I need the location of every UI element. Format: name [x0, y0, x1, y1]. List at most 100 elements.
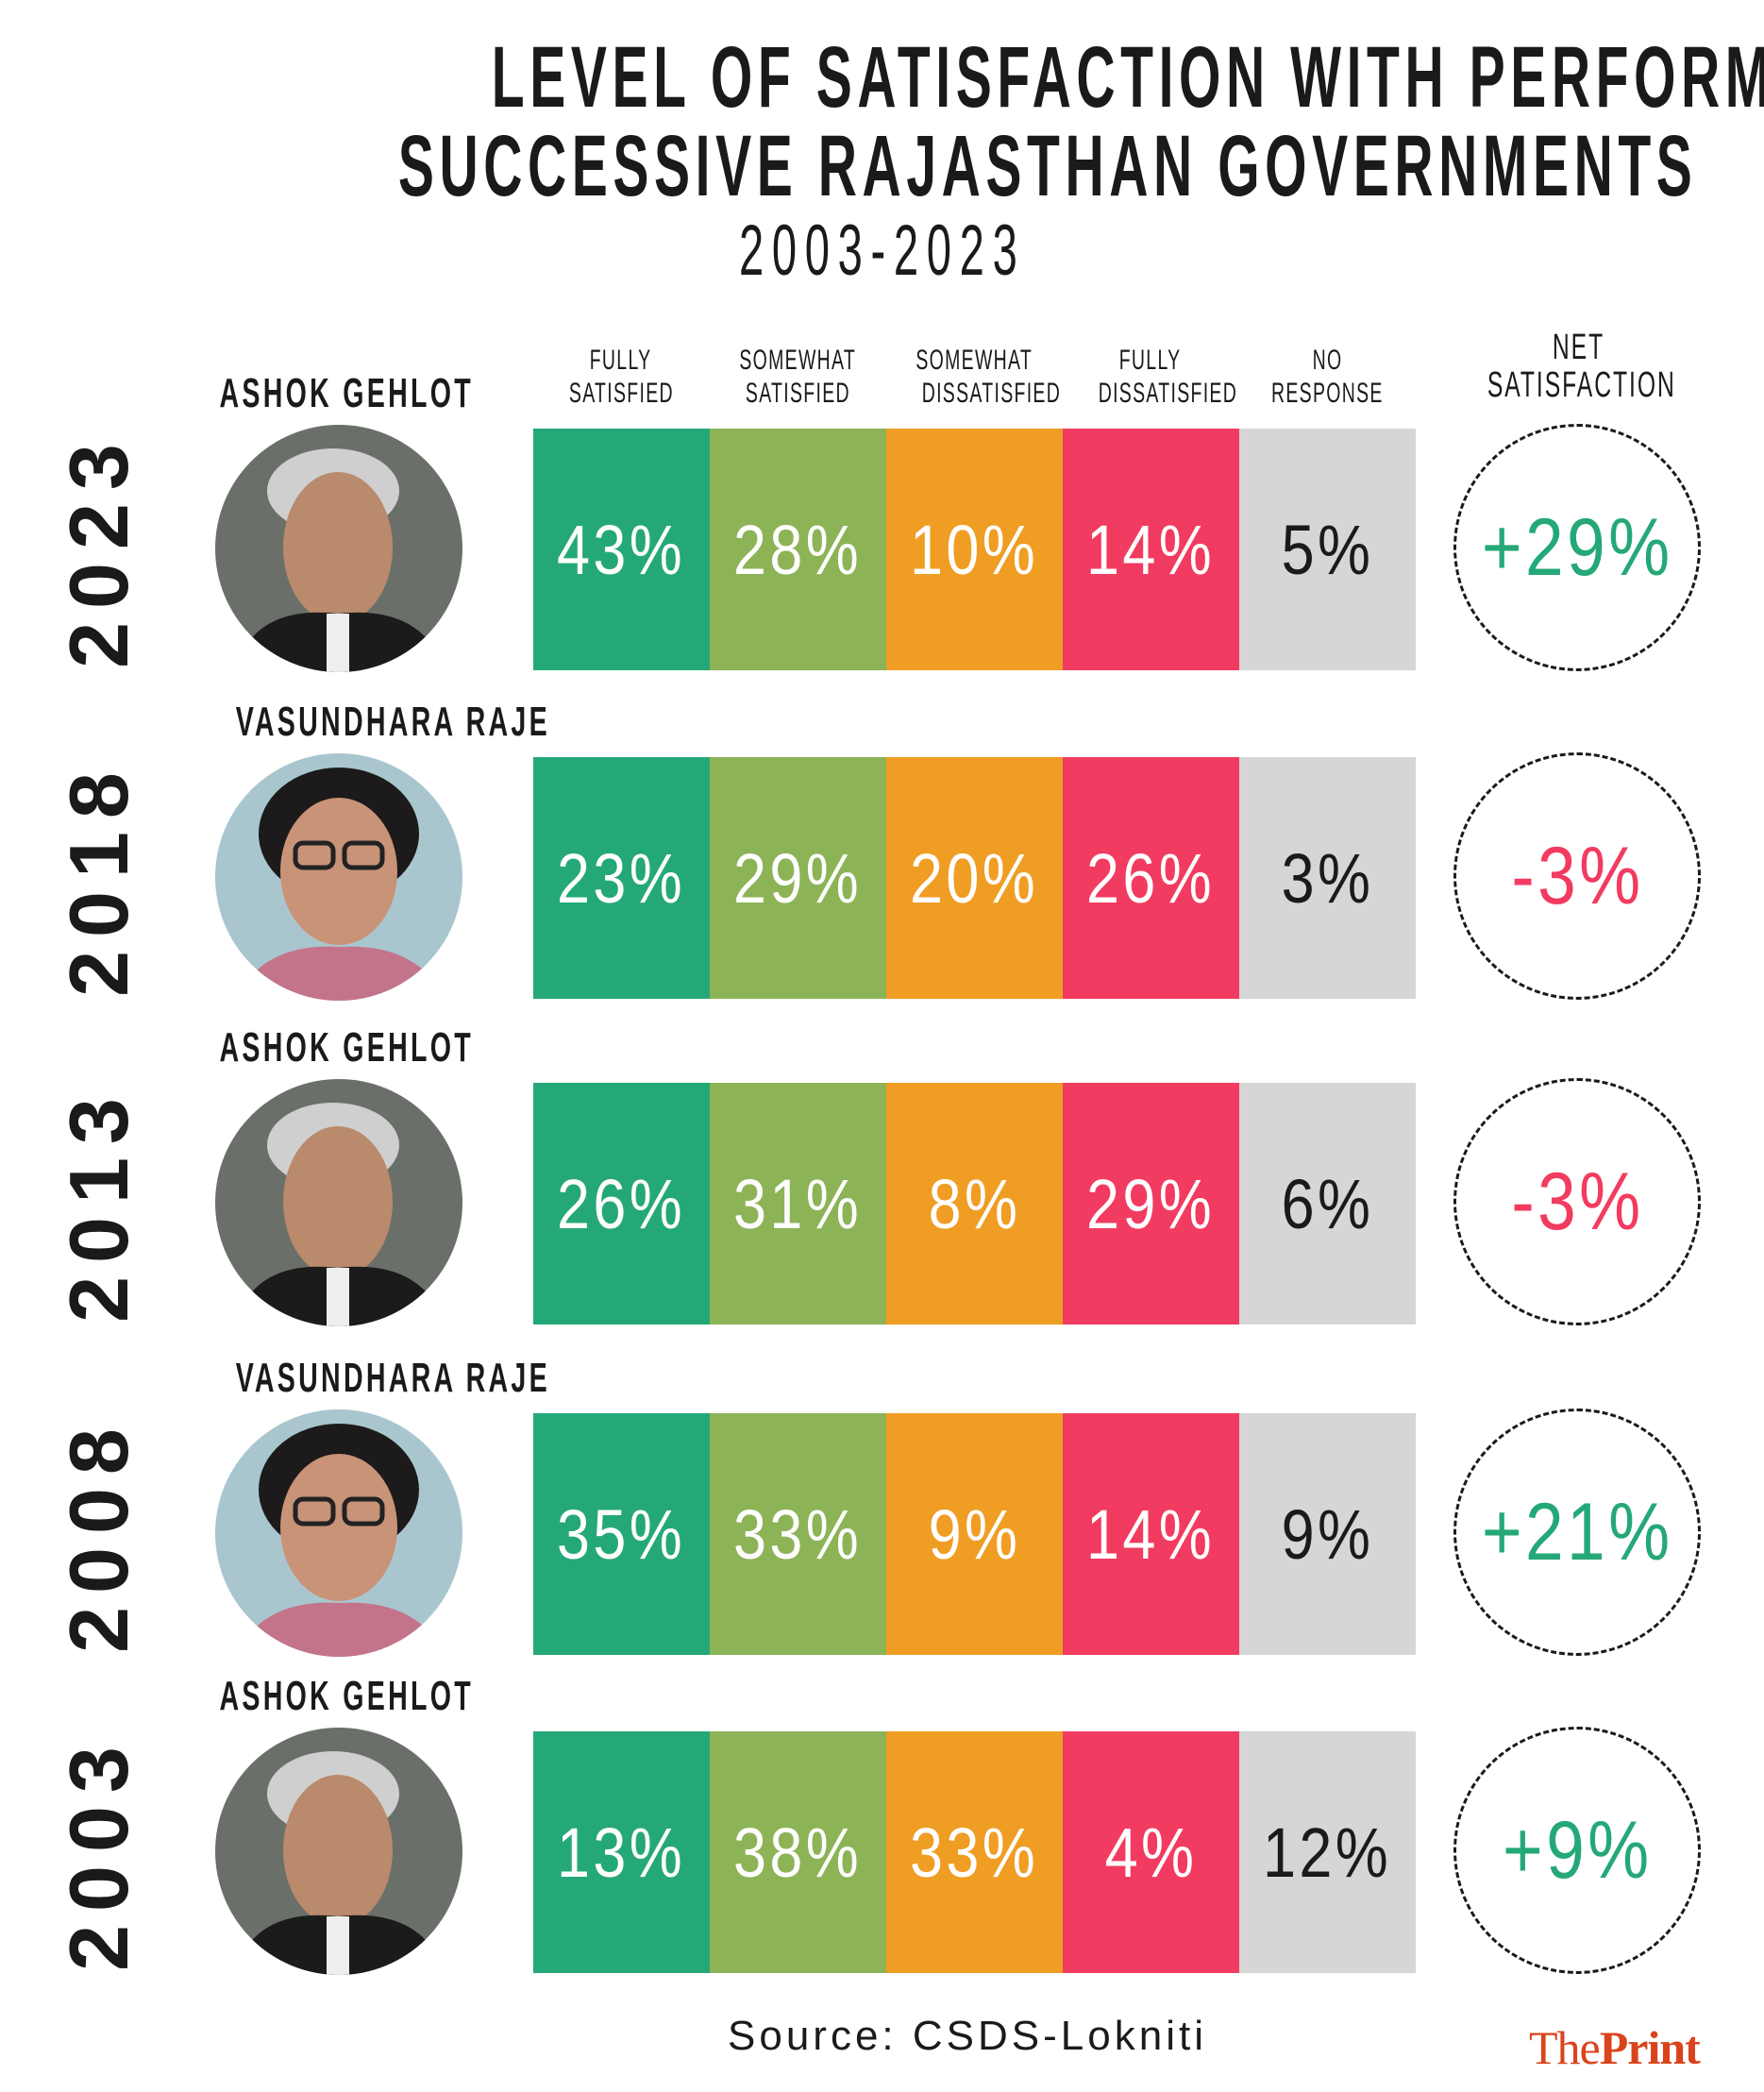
column-header-line1: SOMEWHAT [739, 345, 857, 376]
bar-segment-somewhat-dissatisfied: 33% [886, 1731, 1063, 1973]
bar-segment-fully-satisfied: 23% [533, 757, 710, 999]
bar-segment-somewhat-dissatisfied: 20% [886, 757, 1063, 999]
leader-photo [215, 753, 462, 1001]
column-header-line1: SOMEWHAT [916, 345, 1033, 376]
data-label: 9% [1281, 1494, 1374, 1574]
column-header-line2: DISSATISFIED [921, 378, 1062, 409]
leader-name-text: ASHOK GEHLOT [219, 1024, 474, 1071]
net-satisfaction-value: -3% [1510, 1156, 1644, 1247]
column-header-no-response: NO RESPONSE [1237, 344, 1417, 410]
row-2023: 2023 ASHOK GEHLOT 43% 28% 10% 14% 5% +29% [0, 370, 1764, 672]
net-satisfaction-value: +21% [1481, 1486, 1673, 1577]
row-2013: 2013 ASHOK GEHLOT 26% 31% 8% 29% 6% -3% [0, 1024, 1764, 1326]
bar-segment-somewhat-dissatisfied: 10% [886, 429, 1063, 670]
logo-the: The [1529, 2021, 1601, 2074]
net-header-line2: SATISFACTION [1487, 365, 1676, 405]
bar-segment-somewhat-satisfied: 33% [710, 1413, 886, 1655]
leader-name-text: ASHOK GEHLOT [219, 1673, 474, 1719]
bar-segment-fully-satisfied: 13% [533, 1731, 710, 1973]
data-label: 13% [557, 1813, 686, 1892]
theprint-logo: ThePrint [1529, 2020, 1701, 2075]
row-2018: 2018 VASUNDHARA RAJE 23% 29% 20% 26% 3% -3% [0, 699, 1764, 1001]
data-label: 29% [1086, 1164, 1216, 1243]
column-header-somewhat-dissatisfied: SOMEWHAT DISSATISFIED [884, 344, 1064, 410]
data-label: 23% [557, 838, 686, 918]
stacked-bar: 13% 38% 33% 4% 12% [533, 1731, 1416, 1973]
source-note: Source: CSDS-Lokniti [728, 2013, 1207, 2059]
bar-segment-somewhat-satisfied: 29% [710, 757, 886, 999]
stacked-bar: 35% 33% 9% 14% 9% [533, 1413, 1416, 1655]
data-label: 14% [1086, 1494, 1216, 1574]
leader-photo [215, 1728, 462, 1975]
column-header-fully-satisfied: FULLY SATISFIED [531, 344, 711, 410]
data-label: 14% [1086, 510, 1216, 589]
data-label: 26% [1086, 838, 1216, 918]
net-header-line1: NET [1552, 328, 1604, 367]
bar-segment-somewhat-satisfied: 38% [710, 1731, 886, 1973]
data-label: 3% [1281, 838, 1374, 918]
column-header-line2: RESPONSE [1270, 378, 1384, 409]
bar-segment-no-response: 3% [1239, 757, 1416, 999]
data-label: 10% [910, 510, 1039, 589]
net-satisfaction-circle: +21% [1453, 1409, 1701, 1656]
leader-name: VASUNDHARA RAJE [151, 1355, 547, 1402]
leader-photo [215, 1409, 462, 1657]
net-satisfaction-header: NET SATISFACTION [1436, 329, 1720, 404]
data-label: 4% [1104, 1813, 1198, 1892]
bar-segment-no-response: 6% [1239, 1083, 1416, 1324]
year-label: 2003 [52, 1733, 145, 1971]
year-label: 2013 [52, 1085, 145, 1323]
data-label: 6% [1281, 1164, 1374, 1243]
data-label: 43% [557, 510, 686, 589]
column-header-line2: SATISFIED [568, 378, 674, 409]
logo-print: Print [1599, 2021, 1701, 2074]
net-satisfaction-circle: -3% [1453, 752, 1701, 1000]
column-header-line1: FULLY [1119, 345, 1182, 376]
stacked-bar: 26% 31% 8% 29% 6% [533, 1083, 1416, 1324]
bar-segment-fully-dissatisfied: 26% [1063, 757, 1239, 999]
data-label: 38% [733, 1813, 863, 1892]
year-label: 2008 [52, 1415, 145, 1653]
leader-name: ASHOK GEHLOT [151, 1024, 529, 1071]
data-label: 31% [733, 1164, 863, 1243]
data-label: 5% [1281, 510, 1374, 589]
leader-photo [215, 425, 462, 672]
bar-segment-fully-satisfied: 26% [533, 1083, 710, 1324]
year-label: 2023 [52, 430, 145, 668]
net-satisfaction-circle: +9% [1453, 1727, 1701, 1974]
stacked-bar: 23% 29% 20% 26% 3% [533, 757, 1416, 999]
leader-name: ASHOK GEHLOT [151, 370, 529, 417]
bar-segment-fully-dissatisfied: 29% [1063, 1083, 1239, 1324]
bar-segment-no-response: 9% [1239, 1413, 1416, 1655]
column-header-line2: DISSATISFIED [1098, 378, 1238, 409]
data-label: 26% [557, 1164, 686, 1243]
bar-segment-fully-satisfied: 43% [533, 429, 710, 670]
title-line-1: LEVEL OF SATISFACTION WITH PERFORMANCES … [0, 28, 1764, 127]
data-label: 9% [928, 1494, 1021, 1574]
net-satisfaction-value: -3% [1510, 830, 1644, 921]
year-label: 2018 [52, 759, 145, 997]
leader-name-text: ASHOK GEHLOT [219, 370, 474, 416]
bar-segment-somewhat-dissatisfied: 8% [886, 1083, 1063, 1324]
data-label: 35% [557, 1494, 686, 1574]
leader-name: VASUNDHARA RAJE [151, 699, 547, 746]
data-label: 28% [733, 510, 863, 589]
title-text-2: SUCCESSIVE RAJASTHAN GOVERNMENTS [397, 118, 1698, 214]
bar-segment-somewhat-satisfied: 28% [710, 429, 886, 670]
bar-segment-fully-dissatisfied: 14% [1063, 429, 1239, 670]
net-satisfaction-circle: -3% [1453, 1078, 1701, 1325]
bar-segment-fully-dissatisfied: 14% [1063, 1413, 1239, 1655]
column-header-line1: NO [1312, 345, 1342, 376]
row-2003: 2003 ASHOK GEHLOT 13% 38% 33% 4% 12% +9% [0, 1673, 1764, 1975]
row-2008: 2008 VASUNDHARA RAJE 35% 33% 9% 14% 9% +21% [0, 1355, 1764, 1657]
data-label: 8% [928, 1164, 1021, 1243]
data-label: 29% [733, 838, 863, 918]
net-satisfaction-circle: +29% [1453, 424, 1701, 671]
column-header-line1: FULLY [590, 345, 652, 376]
bar-segment-somewhat-dissatisfied: 9% [886, 1413, 1063, 1655]
leader-name-text: VASUNDHARA RAJE [235, 1355, 550, 1401]
stacked-bar: 43% 28% 10% 14% 5% [533, 429, 1416, 670]
data-label: 12% [1263, 1813, 1392, 1892]
data-label: 20% [910, 838, 1039, 918]
